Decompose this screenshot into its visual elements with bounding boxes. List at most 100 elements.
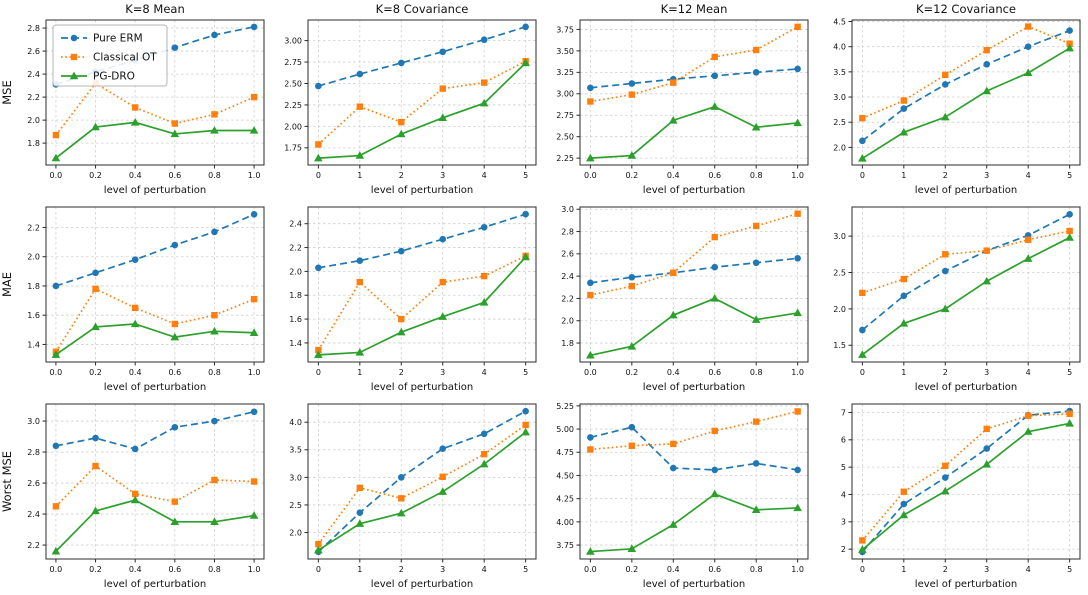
data-point — [942, 251, 949, 258]
subplot-title: K=8 Mean — [125, 2, 184, 16]
series-line — [317, 410, 527, 553]
data-point — [130, 495, 140, 504]
data-point — [315, 264, 322, 272]
line-chart: 2.0 2.5 3.0 3.5 4.0 4.5 0 1 2 3 4 5 K=12 Covariance l… — [816, 0, 1088, 197]
xtick-label: 0.6 — [708, 368, 721, 377]
xtick-label: 0.8 — [208, 565, 221, 574]
series-line — [861, 29, 1070, 142]
data-point — [628, 273, 636, 281]
data-point — [438, 312, 448, 320]
data-point — [396, 327, 406, 336]
xtick-label: 4 — [482, 565, 487, 574]
data-point — [1024, 412, 1032, 419]
data-point — [1023, 68, 1033, 77]
data-point — [439, 85, 446, 92]
data-point — [92, 285, 99, 293]
xtick-label: 3 — [984, 565, 989, 574]
ytick-label: 2.2 — [27, 223, 40, 232]
xtick-label: 0.2 — [625, 368, 638, 377]
data-point — [627, 341, 637, 350]
series-line — [590, 410, 798, 451]
data-point — [751, 315, 761, 323]
ytick-label: 4.00 — [556, 518, 574, 527]
data-point — [479, 98, 489, 107]
data-point — [710, 102, 720, 110]
data-point — [522, 210, 529, 218]
data-point — [315, 141, 322, 148]
xtick-label: 5 — [1067, 368, 1072, 377]
data-point — [131, 490, 139, 498]
line-chart: 1.75 2.00 2.25 2.50 2.75 3.00 0 1 2 3 4 5 K=8 Covari… — [272, 0, 544, 197]
xtick-label: 1.0 — [791, 368, 804, 377]
data-point — [171, 44, 179, 51]
ytick-label: 4.50 — [556, 471, 574, 480]
data-point — [480, 79, 488, 86]
data-point — [355, 151, 365, 159]
ytick-label: 2.0 — [27, 253, 40, 262]
ytick-label: 2.75 — [556, 111, 574, 120]
series-line — [861, 410, 1070, 553]
xtick-label: 0 — [316, 565, 321, 574]
data-point — [628, 442, 636, 449]
data-point — [480, 430, 488, 438]
series-line — [861, 422, 1070, 551]
xtick-label: 0.4 — [667, 368, 680, 377]
subplot-0: 1.8 2.0 2.2 2.4 2.6 2.8 0.0 0.2 0.4 0.6 0.8 1.0 K=8 … — [0, 0, 272, 197]
data-point — [668, 520, 678, 528]
data-point — [356, 103, 364, 110]
data-point — [480, 36, 488, 44]
ytick-label: 2.5 — [833, 268, 846, 277]
xtick-label: 0.2 — [89, 565, 102, 574]
xtick-label: 2 — [943, 171, 948, 180]
data-point — [628, 80, 636, 87]
data-point — [170, 129, 180, 138]
data-point — [211, 476, 218, 484]
ytick-label: 2.00 — [284, 122, 302, 131]
ytick-label: 2.2 — [27, 541, 40, 550]
data-point — [250, 408, 258, 416]
ytick-label: 2.0 — [833, 143, 846, 152]
subplot-title: K=12 Covariance — [916, 2, 1016, 16]
data-point — [941, 81, 949, 88]
ytick-label: 2.0 — [289, 528, 302, 537]
ytick-label: 3.5 — [833, 68, 846, 77]
data-point — [91, 322, 100, 331]
data-point — [900, 105, 908, 112]
xtick-label: 5 — [523, 565, 528, 574]
data-point — [439, 48, 447, 56]
xtick-label: 0.8 — [208, 171, 221, 180]
ytick-label: 1.6 — [289, 315, 302, 324]
series-line — [318, 62, 527, 159]
data-point — [711, 53, 718, 61]
ytick-label: 2.4 — [27, 510, 40, 519]
data-point — [521, 252, 530, 261]
line-chart: 2 3 4 5 6 7 0 1 2 3 4 5 level of perturbation — [816, 394, 1088, 591]
data-point — [480, 223, 488, 231]
data-point — [794, 65, 801, 73]
xtick-label: 3 — [440, 565, 445, 574]
ytick-label: 3.0 — [289, 473, 302, 482]
data-point — [859, 114, 866, 122]
plot-border — [579, 206, 809, 363]
ytick-label: 2.50 — [556, 133, 574, 142]
data-point — [315, 82, 322, 90]
xtick-label: 0.4 — [129, 565, 142, 574]
data-point — [1066, 410, 1073, 418]
data-point — [900, 292, 908, 300]
data-point — [355, 348, 365, 356]
x-axis-label: level of perturbation — [371, 579, 473, 590]
ytick-label: 2.4 — [561, 272, 574, 281]
data-point — [668, 115, 678, 124]
xtick-label: 0.0 — [50, 368, 63, 377]
data-point — [858, 350, 867, 358]
line-chart: 1.8 2.0 2.2 2.4 2.6 2.8 3.0 0.0 0.2 0.4 0.6 0.8 1.0 l… — [544, 197, 816, 394]
subplot-3: 2.0 2.5 3.0 3.5 4.0 4.5 0 1 2 3 4 5 K=12 Covariance l… — [816, 0, 1088, 197]
data-point — [587, 446, 594, 453]
xtick-label: 0.0 — [50, 171, 63, 180]
xtick-label: 0.8 — [750, 368, 763, 377]
data-point — [982, 460, 992, 468]
plot-border — [851, 206, 1081, 363]
data-point — [669, 464, 677, 472]
ytick-label: 6 — [841, 436, 846, 445]
